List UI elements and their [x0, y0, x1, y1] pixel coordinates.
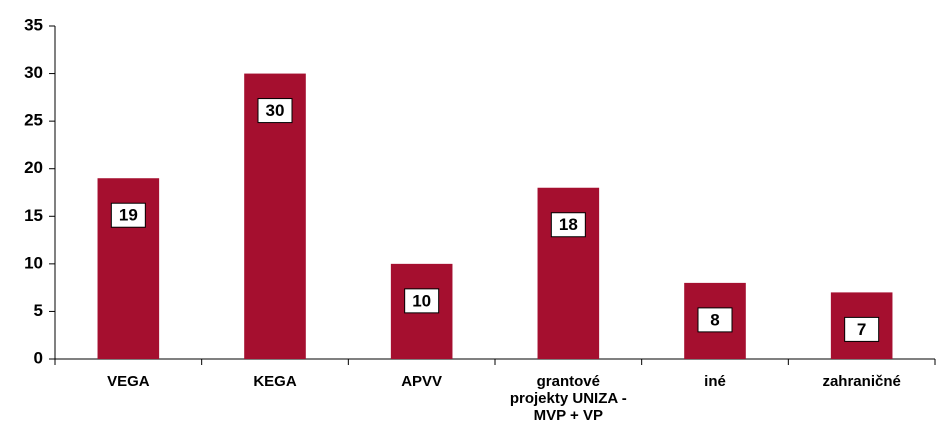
x-tick-label: zahraničné — [822, 373, 901, 390]
y-tick-label: 35 — [24, 15, 43, 34]
value-label: 8 — [710, 310, 719, 329]
value-label-box — [697, 307, 733, 333]
value-label-box — [550, 212, 586, 238]
value-label-box — [404, 288, 440, 314]
y-tick-label: 5 — [34, 301, 43, 320]
x-tick-label: iné — [704, 373, 726, 390]
x-tick-label: KEGA — [253, 373, 297, 390]
y-tick-label: 30 — [24, 63, 43, 82]
x-tick-label: VEGA — [107, 373, 150, 390]
y-tick-label: 0 — [34, 348, 43, 367]
value-label: 7 — [857, 320, 866, 339]
value-label: 10 — [412, 291, 431, 310]
x-tick-label: APVV — [401, 373, 443, 390]
y-tick-label: 20 — [24, 158, 43, 177]
value-label: 18 — [559, 215, 578, 234]
x-tick-label: grantové projekty UNIZA - MVP + VP — [509, 373, 627, 424]
y-tick-label: 10 — [24, 253, 43, 272]
value-label-box — [844, 316, 880, 342]
value-label: 19 — [119, 206, 138, 225]
value-label-box — [257, 98, 293, 124]
y-tick-label: 25 — [24, 111, 43, 130]
y-tick-label: 15 — [24, 206, 43, 225]
value-label: 30 — [266, 101, 285, 120]
value-label-box — [110, 202, 146, 228]
